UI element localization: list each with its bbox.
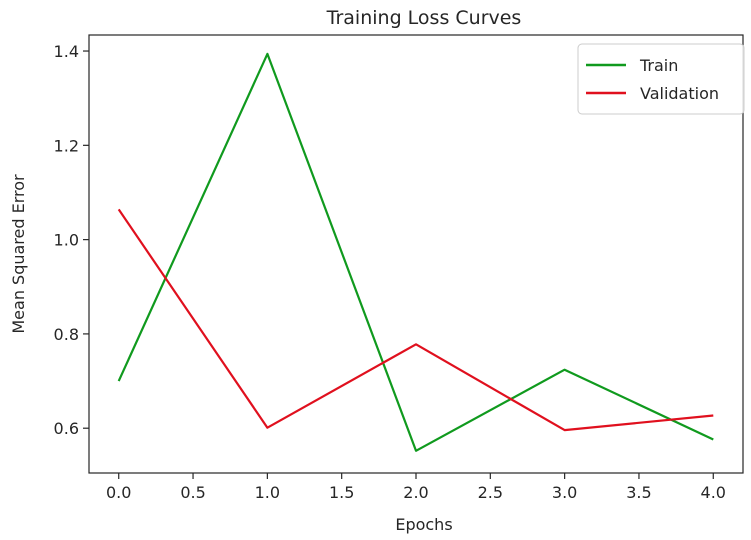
x-tick-label: 4.0 — [701, 483, 726, 502]
x-tick-label: 1.0 — [255, 483, 280, 502]
series-lines — [117, 52, 714, 452]
x-axis: 0.0 0.5 1.0 1.5 2.0 2.5 3.0 3.5 4.0 — [106, 473, 726, 502]
y-tick-label: 1.2 — [54, 136, 79, 155]
x-tick-label: 0.5 — [180, 483, 205, 502]
y-tick-label: 0.8 — [54, 325, 79, 344]
y-axis: 0.6 0.8 1.0 1.2 1.4 — [54, 42, 89, 438]
legend: Train Validation — [577, 43, 745, 115]
series-line-validation — [117, 208, 714, 432]
chart-title: Training Loss Curves — [326, 7, 522, 29]
series-line-train — [117, 52, 714, 452]
y-axis-label: Mean Squared Error — [9, 174, 28, 334]
x-tick-label: 2.5 — [478, 483, 503, 502]
y-tick-label: 0.6 — [54, 419, 79, 438]
x-axis-label: Epochs — [395, 515, 452, 534]
y-tick-label: 1.4 — [54, 42, 79, 61]
x-tick-label: 2.0 — [403, 483, 428, 502]
x-tick-label: 3.0 — [552, 483, 577, 502]
legend-label-validation: Validation — [640, 84, 719, 103]
legend-label-train: Train — [639, 56, 678, 75]
y-tick-label: 1.0 — [54, 231, 79, 250]
x-tick-label: 1.5 — [329, 483, 354, 502]
x-tick-label: 0.0 — [106, 483, 131, 502]
legend-box — [577, 43, 745, 115]
x-tick-label: 3.5 — [626, 483, 651, 502]
